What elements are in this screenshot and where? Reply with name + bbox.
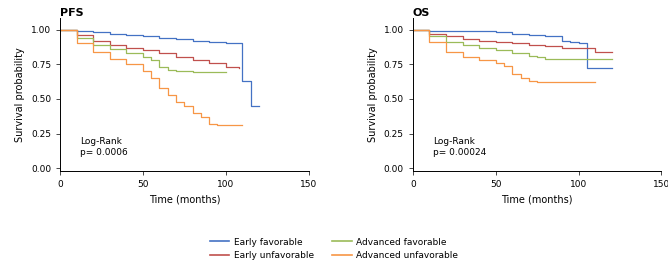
X-axis label: Time (months): Time (months) xyxy=(502,195,573,205)
Legend: Early favorable, Early unfavorable, Advanced favorable, Advanced unfavorable: Early favorable, Early unfavorable, Adva… xyxy=(206,234,462,263)
Text: PFS: PFS xyxy=(60,8,84,18)
Text: Log-Rank
p= 0.00024: Log-Rank p= 0.00024 xyxy=(433,137,486,157)
Y-axis label: Survival probability: Survival probability xyxy=(368,47,378,142)
Text: OS: OS xyxy=(413,8,430,18)
Y-axis label: Survival probability: Survival probability xyxy=(15,47,25,142)
X-axis label: Time (months): Time (months) xyxy=(148,195,220,205)
Text: Log-Rank
p= 0.0006: Log-Rank p= 0.0006 xyxy=(80,137,128,157)
